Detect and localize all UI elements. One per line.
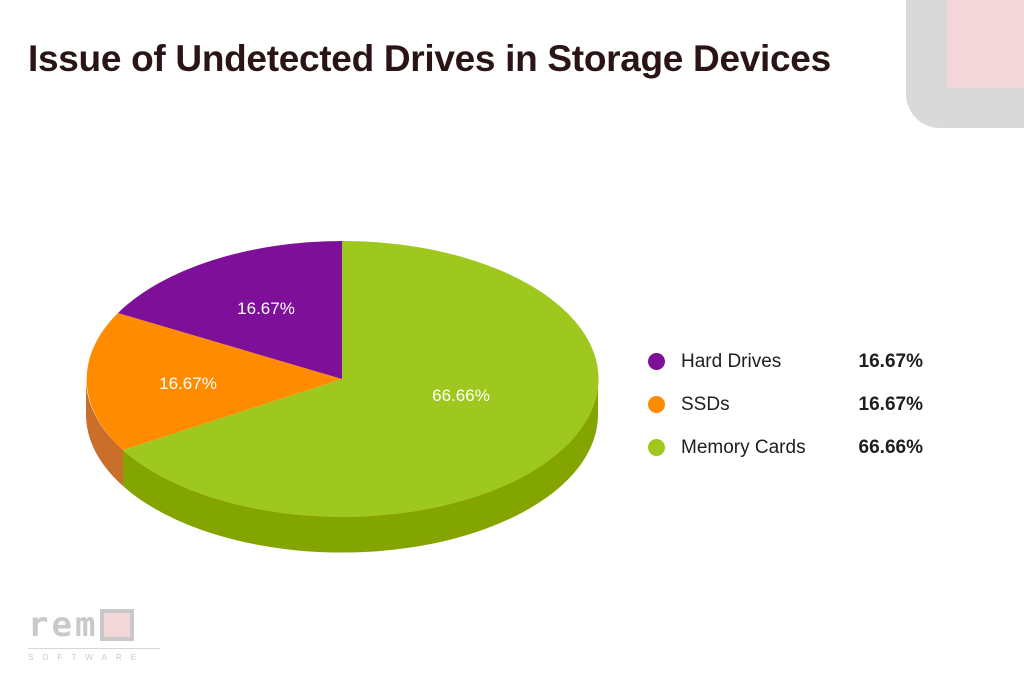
pie-side-green [123,379,598,553]
legend-item-hard-drives[interactable]: Hard Drives 16.67% [648,340,923,383]
legend-label: Hard Drives [681,350,782,372]
chart-legend: Hard Drives 16.67% SSDs 16.67% Memory Ca… [648,340,923,469]
chart-title: Issue of Undetected Drives in Storage De… [28,38,831,79]
slice-label-memory-cards: 66.66% [432,386,490,405]
slice-memory-cards[interactable] [123,240,599,517]
legend-dot-green-icon [648,439,665,456]
logo-o-square-icon [100,609,135,641]
logo-wordmark: rem [28,608,160,642]
remo-software-logo: rem SOFTWARE [28,608,160,662]
corner-decoration-pink [947,0,1024,88]
logo-subtitle: SOFTWARE [28,653,146,662]
legend-item-ssds[interactable]: SSDs 16.67% [648,383,923,426]
logo-divider [28,648,160,649]
legend-dot-orange-icon [648,396,665,413]
slice-label-hard-drives: 16.67% [237,299,295,318]
legend-value: 16.67% [858,393,923,415]
legend-value: 66.66% [858,436,923,458]
legend-label: Memory Cards [681,436,806,458]
legend-label: SSDs [681,393,730,415]
pie-side-orange [86,379,123,486]
slice-hard-drives[interactable] [118,241,342,379]
legend-item-memory-cards[interactable]: Memory Cards 66.66% [648,426,923,469]
legend-dot-purple-icon [648,353,665,370]
slice-label-ssds: 16.67% [159,374,217,393]
legend-value: 16.67% [858,350,923,372]
slice-ssds[interactable] [86,313,342,450]
